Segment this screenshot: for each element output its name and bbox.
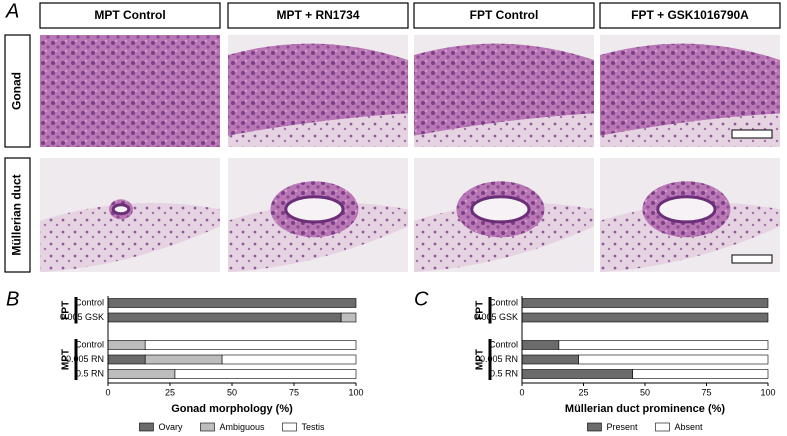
category-label: Control bbox=[75, 297, 104, 307]
x-tick-label: 0 bbox=[519, 387, 524, 397]
bar-segment bbox=[521, 298, 769, 308]
tissue bbox=[414, 43, 594, 136]
bar-segment bbox=[632, 369, 769, 379]
x-tick-label: 100 bbox=[348, 387, 363, 397]
bar-segment bbox=[144, 354, 223, 365]
panel-letter: A bbox=[5, 0, 19, 22]
legend-label: Present bbox=[606, 422, 638, 432]
micrograph-panel: MPT Control MPT + RN1734 FPT Control FPT + … bbox=[4, 2, 781, 273]
category-label: 0.005 RN bbox=[66, 354, 104, 364]
column-header: FPT Control bbox=[470, 8, 539, 22]
category-label: Control bbox=[75, 339, 104, 349]
bar-segment bbox=[174, 369, 357, 379]
legend-swatch bbox=[655, 422, 670, 432]
category-label: 0.005 GSK bbox=[60, 312, 104, 322]
column-header-box bbox=[599, 2, 781, 29]
row-header-box bbox=[4, 157, 31, 273]
legend-swatch bbox=[139, 422, 154, 432]
x-tick-label: 75 bbox=[289, 387, 299, 397]
legend-swatch bbox=[587, 422, 602, 432]
legend: Ovary Ambiguous Testis bbox=[139, 422, 325, 432]
row-header: Gonad bbox=[10, 72, 24, 110]
legend-label: Absent bbox=[675, 422, 704, 432]
category-label: 0.5 RN bbox=[76, 368, 104, 378]
legend-label: Ovary bbox=[158, 422, 183, 432]
bar-segment bbox=[558, 340, 769, 350]
stroma bbox=[228, 202, 408, 272]
legend-swatch bbox=[282, 422, 297, 432]
x-tick-label: 50 bbox=[640, 387, 650, 397]
bar-segment bbox=[521, 354, 579, 365]
duct-lumen bbox=[111, 203, 131, 216]
category-label: Control bbox=[489, 339, 518, 349]
tissue bbox=[600, 43, 780, 136]
column-header: MPT Control bbox=[94, 8, 165, 22]
x-tick-label: 25 bbox=[165, 387, 175, 397]
bar-segment bbox=[107, 369, 176, 379]
bar-segment bbox=[221, 354, 357, 365]
legend: Present Absent bbox=[587, 422, 703, 432]
tissue-lower bbox=[228, 113, 408, 147]
bar-segment bbox=[107, 312, 342, 323]
x-tick-label: 75 bbox=[701, 387, 711, 397]
bar-segment bbox=[578, 354, 769, 365]
x-axis-label: Müllerian duct prominence (%) bbox=[565, 403, 725, 415]
scale-bar bbox=[731, 254, 773, 264]
row-header-box bbox=[4, 34, 31, 148]
category-label: Control bbox=[489, 297, 518, 307]
x-tick-label: 50 bbox=[227, 387, 237, 397]
x-tick-label: 25 bbox=[578, 387, 588, 397]
x-axis-label: Gonad morphology (%) bbox=[171, 403, 293, 415]
bar-segment bbox=[144, 340, 357, 350]
duct-lumen bbox=[284, 195, 345, 224]
duct-lumen bbox=[470, 195, 531, 224]
x-tick-label: 100 bbox=[760, 387, 775, 397]
group-label: MPT bbox=[475, 349, 486, 370]
panel-letter: C bbox=[414, 288, 429, 310]
bar-segment bbox=[521, 369, 633, 379]
bar-segment bbox=[521, 312, 769, 323]
category-label: 0.005 GSK bbox=[474, 312, 518, 322]
panel-letter: B bbox=[6, 288, 19, 310]
column-header-box bbox=[413, 2, 595, 29]
column-header: MPT + RN1734 bbox=[276, 8, 359, 22]
category-label: 0.5 RN bbox=[490, 368, 518, 378]
duct-lumen bbox=[656, 195, 717, 224]
category-label: 0.005 RN bbox=[480, 354, 518, 364]
column-header: FPT + GSK1016790A bbox=[631, 8, 749, 22]
column-header-box bbox=[227, 2, 409, 29]
tissue bbox=[228, 43, 408, 136]
micrograph bbox=[40, 35, 220, 147]
bar-segment bbox=[107, 354, 146, 365]
group-label: FPT bbox=[475, 301, 486, 320]
column-header-box bbox=[39, 2, 221, 29]
group-label: MPT bbox=[61, 349, 72, 370]
row-header: Müllerian duct bbox=[10, 174, 24, 255]
legend-label: Ambiguous bbox=[219, 422, 265, 432]
legend-label: Testis bbox=[302, 422, 326, 432]
bar-segment bbox=[107, 298, 357, 308]
bar-segment bbox=[521, 340, 560, 350]
legend-swatch bbox=[200, 422, 215, 432]
x-tick-label: 0 bbox=[105, 387, 110, 397]
tissue-lower bbox=[414, 113, 594, 147]
tissue-lower bbox=[600, 113, 780, 147]
stroma bbox=[600, 202, 780, 272]
bar-segment bbox=[107, 340, 146, 350]
bar-segment bbox=[340, 312, 357, 323]
scale-bar bbox=[731, 129, 773, 139]
group-label: FPT bbox=[61, 301, 72, 320]
stroma bbox=[414, 202, 594, 272]
stroma bbox=[40, 202, 220, 272]
